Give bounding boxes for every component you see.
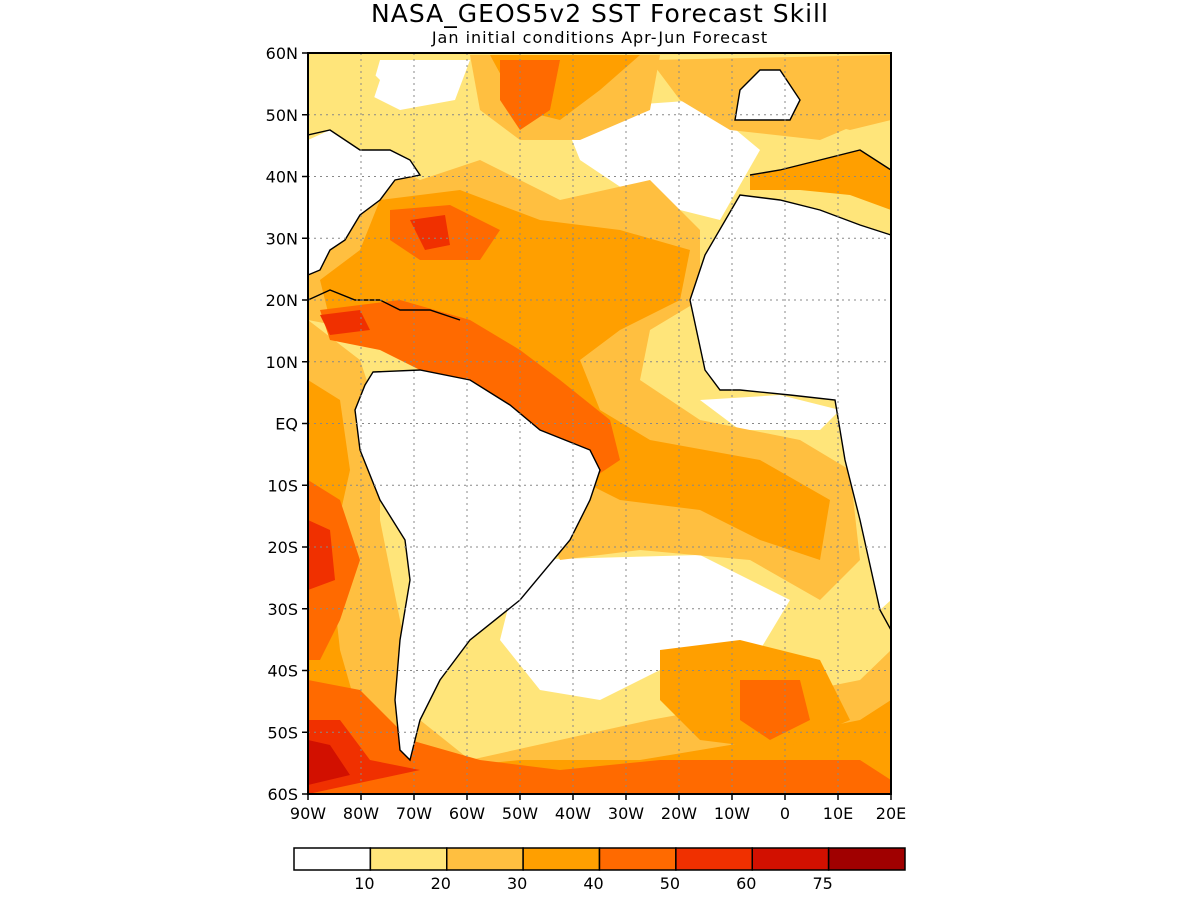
low-skill-patch: [500, 555, 790, 700]
lon-tick-label: 60W: [449, 804, 485, 823]
europe-land: [750, 150, 891, 210]
lon-tick-label: 20E: [876, 804, 906, 823]
colorbar-swatch: [675, 847, 753, 871]
lon-tick-label: 50W: [502, 804, 538, 823]
colorbar-label: 40: [583, 874, 603, 893]
skill-contour-50-60: [320, 310, 370, 335]
colorbar-label: 10: [354, 874, 374, 893]
lat-tick-label: 10S: [267, 476, 298, 495]
lon-tick-label: 90W: [290, 804, 326, 823]
map-title: NASA_GEOS5v2 SST Forecast Skill: [371, 0, 829, 28]
colorbar-label: 50: [660, 874, 680, 893]
north-america-land: [308, 60, 380, 130]
longitude-axis: 90W 80W 70W 60W 50W 40W 30W 20W 10W 0 10E 20E: [290, 794, 906, 823]
europe-land: [735, 70, 800, 120]
lon-tick-label: 40W: [555, 804, 591, 823]
africa-land: [690, 195, 891, 610]
lat-tick-label: 40N: [266, 168, 298, 187]
low-skill-patch: [370, 60, 470, 110]
europe-coast: [749, 149, 891, 176]
colorbar-label: 30: [507, 874, 527, 893]
north-america-coast: [308, 129, 422, 276]
colorbar-label: 75: [812, 874, 832, 893]
lon-tick-label: 80W: [343, 804, 379, 823]
lat-tick-label: 20N: [266, 291, 298, 310]
coastlines: [308, 69, 891, 762]
lon-tick-label: 20W: [661, 804, 697, 823]
skill-contour-60-75: [308, 740, 350, 785]
colorbar-swatch: [293, 847, 372, 871]
lat-tick-label: EQ: [275, 415, 298, 434]
colorbar-swatch: [446, 847, 524, 871]
lon-tick-label: 70W: [396, 804, 432, 823]
lat-tick-label: 20S: [267, 538, 298, 557]
skill-contour-50-60: [410, 215, 450, 250]
colorbar-swatch: [751, 847, 830, 871]
africa-coast: [689, 194, 891, 631]
colorbar: 10 20 30 40 50 60 75: [293, 847, 906, 893]
south-america-land: [355, 370, 600, 760]
north-america-land: [308, 130, 420, 275]
lat-tick-label: 60N: [266, 44, 298, 63]
lat-tick-label: 60S: [267, 785, 298, 804]
colorbar-label: 60: [736, 874, 756, 893]
low-skill-patch: [560, 100, 760, 220]
lat-tick-label: 10N: [266, 353, 298, 372]
latitude-axis: 60N 50N 40N 30N 20N 10N EQ 10S 20S 30S 40S 50S 60S: [266, 44, 308, 804]
skill-contour-40-50: [740, 680, 810, 740]
lon-tick-label: 10W: [714, 804, 750, 823]
colorbar-swatch: [369, 847, 448, 871]
lat-tick-label: 40S: [267, 662, 298, 681]
lat-lon-grid: [308, 53, 891, 794]
colorbar-label: 20: [431, 874, 451, 893]
lon-tick-label: 30W: [608, 804, 644, 823]
lon-tick-label: 10E: [823, 804, 853, 823]
europe-land: [780, 60, 891, 130]
colorbar-swatch: [598, 847, 677, 871]
skill-contour-40-50: [500, 60, 560, 130]
british-isles-coast: [734, 69, 801, 121]
low-skill-patch: [700, 395, 840, 430]
lat-tick-label: 30N: [266, 229, 298, 248]
south-america-coast: [354, 369, 601, 762]
skill-contour-30-40: [320, 190, 830, 560]
colorbar-swatch: [522, 847, 601, 871]
lat-tick-label: 50S: [267, 723, 298, 742]
colorbar-swatch: [827, 847, 906, 871]
map-subtitle: Jan initial conditions Apr-Jun Forecast: [431, 28, 769, 47]
skill-contour-40-50: [308, 680, 891, 794]
lat-tick-label: 30S: [267, 600, 298, 619]
lat-tick-label: 50N: [266, 106, 298, 125]
skill-contour-50-60: [308, 520, 335, 590]
lon-tick-label: 0: [780, 804, 790, 823]
